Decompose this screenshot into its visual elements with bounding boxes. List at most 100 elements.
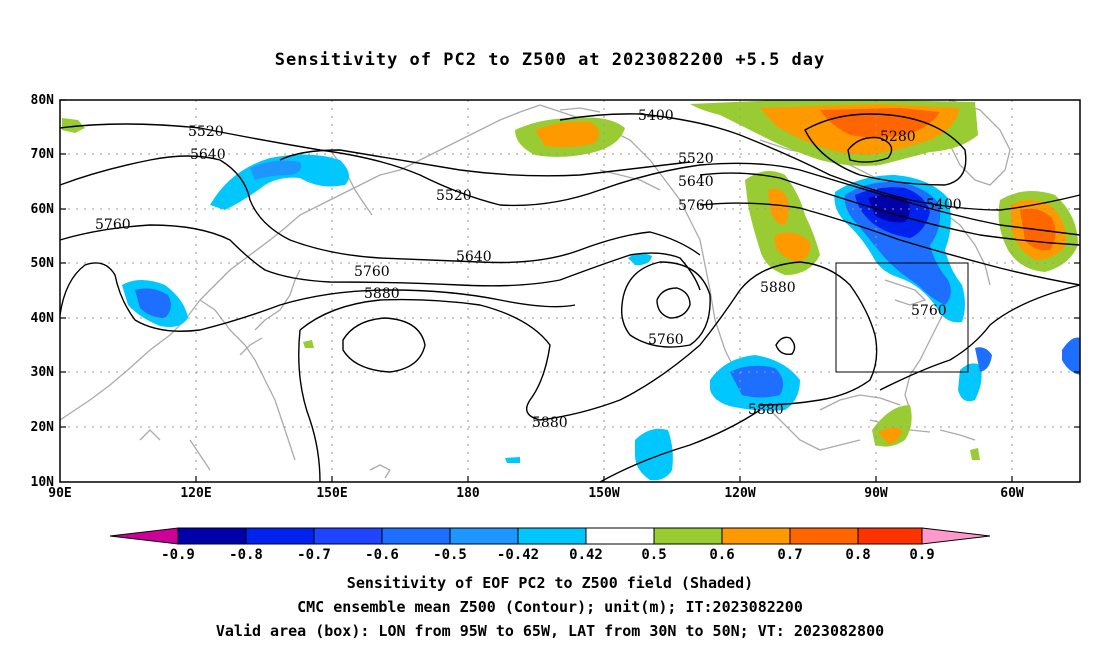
colorbar-label-5: -0.5 xyxy=(433,547,467,563)
contour-label-5760-box: 5760 xyxy=(911,303,947,319)
lat-label-50n: 50N xyxy=(31,256,55,271)
colorbar-over-triangle xyxy=(921,527,991,545)
colorbar-seg-8 xyxy=(653,527,723,545)
contour-5760-b xyxy=(699,202,1081,286)
lon-label-120e: 120E xyxy=(180,486,211,501)
map-frame xyxy=(59,99,1081,483)
shade-negative-nw-pacific-core xyxy=(250,160,302,180)
contour-label-5520-west: 5520 xyxy=(188,124,224,140)
contour-label-5880-south: 5880 xyxy=(532,415,568,431)
shade-negative-nw-pacific xyxy=(210,154,349,210)
shade-negative-mexico-core xyxy=(730,365,784,398)
shade-negative-small-2 xyxy=(505,457,520,463)
shade-positive-alaska-core xyxy=(535,121,599,148)
contour-5880-south xyxy=(599,409,761,483)
shade-positive-west-na-core2 xyxy=(775,232,811,262)
colorbar-label-4: -0.6 xyxy=(365,547,399,563)
colorbar-label-11: 0.8 xyxy=(845,547,870,563)
colorbar-label-12: 0.9 xyxy=(909,547,934,563)
contour-5760-a xyxy=(59,224,701,291)
valid-area-box xyxy=(835,262,969,373)
shade-negative-east-asia-core xyxy=(135,288,171,318)
shade-positive-caribbean-core xyxy=(878,427,902,444)
contour-label-5280: 5280 xyxy=(880,129,916,145)
contour-label-5880-east: 5880 xyxy=(760,280,796,296)
axis-ticks xyxy=(60,99,1080,482)
lon-label-90e: 90E xyxy=(48,486,71,501)
colorbar-label-10: 0.7 xyxy=(777,547,802,563)
contour-labels: 5520 5640 5760 5520 5640 5760 5880 5400 … xyxy=(95,108,962,431)
colorbar-seg-1 xyxy=(177,527,247,545)
colorbar-label-7: 0.42 xyxy=(569,547,603,563)
contour-label-5760-low: 5760 xyxy=(648,332,684,348)
colorbar-seg-7 xyxy=(585,527,655,545)
contour-label-5880-mexico: 5880 xyxy=(748,402,784,418)
colorbar-label-1: -0.9 xyxy=(161,547,195,563)
sensitivity-shading xyxy=(62,100,1080,481)
colorbar-under-triangle xyxy=(109,527,179,545)
colorbar-label-9: 0.6 xyxy=(709,547,734,563)
lat-label-80n: 80N xyxy=(31,93,55,108)
contour-label-5760-west: 5760 xyxy=(95,217,131,233)
latitude-labels: 80N 70N 60N 50N 40N 30N 20N 10N xyxy=(31,93,55,490)
colorbar-seg-3 xyxy=(313,527,383,545)
lon-label-60w: 60W xyxy=(1000,486,1024,501)
lon-label-150e: 150E xyxy=(316,486,347,501)
colorbar-seg-4 xyxy=(381,527,451,545)
shade-negative-far-east xyxy=(1062,337,1080,375)
caption-line-1: Sensitivity of EOF PC2 to Z500 field (Sh… xyxy=(346,574,754,592)
contour-label-5640-west: 5640 xyxy=(190,147,226,163)
lon-label-180: 180 xyxy=(456,486,480,501)
contour-5880-b xyxy=(298,329,321,483)
lat-label-70n: 70N xyxy=(31,147,55,162)
contour-5700-low xyxy=(656,287,691,319)
contour-5880-inner xyxy=(342,317,426,373)
contour-5400 xyxy=(559,113,1081,211)
colorbar-label-8: 0.5 xyxy=(641,547,666,563)
lat-label-40n: 40N xyxy=(31,311,55,326)
shade-negative-small-1 xyxy=(628,253,652,266)
colorbar-label-2: -0.8 xyxy=(229,547,263,563)
contour-label-5760-east: 5760 xyxy=(678,198,714,214)
caption-line-3: Valid area (box): LON from 95W to 65W, L… xyxy=(215,622,885,640)
contour-5880-a xyxy=(299,261,878,421)
lat-label-30n: 30N xyxy=(31,365,55,380)
lon-label-90w: 90W xyxy=(864,486,888,501)
contour-5280 xyxy=(804,113,967,186)
contour-label-5640-east: 5640 xyxy=(678,174,714,190)
contour-label-5400-east: 5400 xyxy=(926,197,962,213)
contour-label-5760-mid: 5760 xyxy=(354,264,390,280)
longitude-labels: 90E 120E 150E 180 150W 120W 90W 60W xyxy=(48,486,1024,501)
shade-positive-west xyxy=(62,118,85,133)
lon-label-150w: 150W xyxy=(588,486,619,501)
colorbar-seg-10 xyxy=(789,527,859,545)
colorbar-label-6: -0.42 xyxy=(497,547,539,563)
shade-positive-small-2 xyxy=(970,448,980,460)
map-title: Sensitivity of PC2 to Z500 at 2023082200… xyxy=(274,50,826,70)
lon-label-120w: 120W xyxy=(724,486,755,501)
contour-5520-a xyxy=(59,123,1081,236)
z500-contours xyxy=(59,113,1081,483)
contour-label-5880-mid: 5880 xyxy=(364,286,400,302)
contour-label-5400-north: 5400 xyxy=(638,108,674,124)
contour-label-5520-mid: 5520 xyxy=(436,188,472,204)
contour-5760-low xyxy=(620,261,711,348)
shade-positive-west-na-core xyxy=(768,188,789,225)
colorbar-seg-6 xyxy=(517,527,587,545)
colorbar: -0.9 -0.8 -0.7 -0.6 -0.5 -0.42 0.42 0.5 … xyxy=(109,527,991,563)
contour-5400-inner xyxy=(847,136,893,163)
colorbar-seg-2 xyxy=(245,527,315,545)
contour-5640-b xyxy=(699,172,1081,246)
contour-label-5640-mid: 5640 xyxy=(456,249,492,265)
colorbar-label-3: -0.7 xyxy=(297,547,331,563)
shade-positive-small-1 xyxy=(303,340,314,348)
contour-5760-c xyxy=(59,262,576,332)
contour-5520-b xyxy=(279,149,691,177)
lat-label-20n: 20N xyxy=(31,420,55,435)
contour-5880-small xyxy=(775,336,796,355)
colorbar-seg-11 xyxy=(857,527,923,545)
shade-negative-caribbean xyxy=(958,363,982,402)
shade-negative-central-pacific xyxy=(635,428,673,481)
contour-5640-a xyxy=(59,155,701,264)
